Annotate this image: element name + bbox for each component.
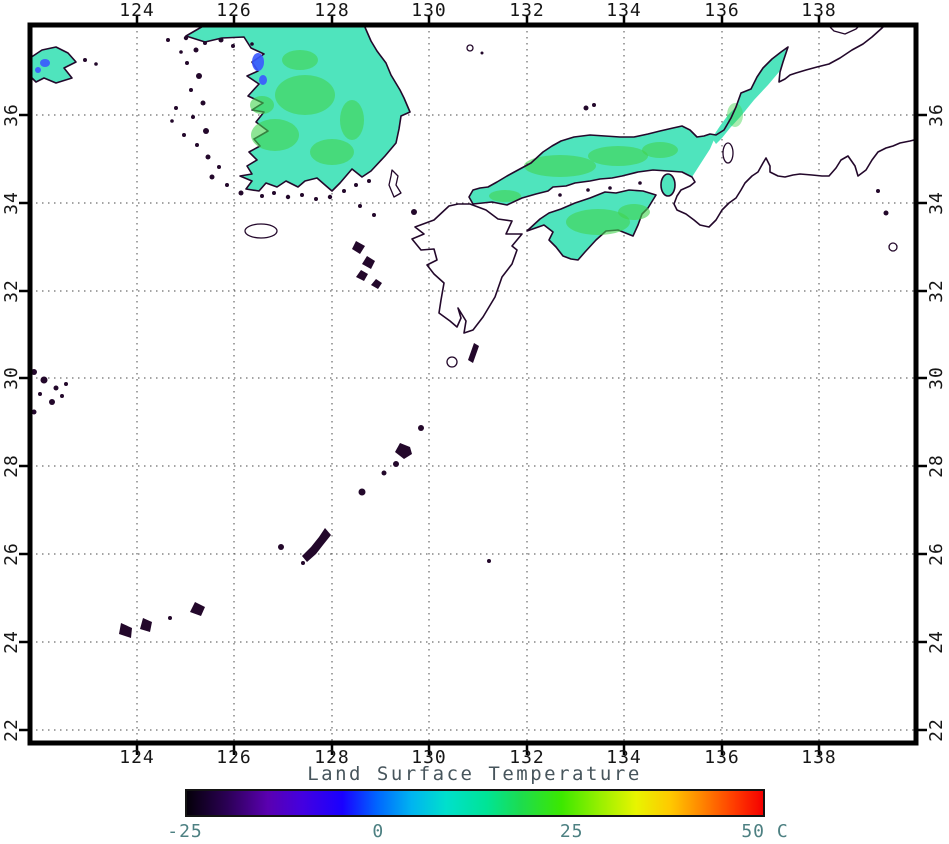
longitude-label-top: 124 bbox=[119, 0, 155, 21]
longitude-label-bottom: 128 bbox=[314, 747, 350, 768]
longitude-label-top: 138 bbox=[801, 0, 837, 21]
longitude-label-bottom: 126 bbox=[216, 747, 252, 768]
longitude-label-top: 130 bbox=[411, 0, 447, 21]
longitude-label-top: 134 bbox=[606, 0, 642, 21]
latitude-label-right: 28 bbox=[926, 454, 947, 478]
latitude-label-right: 34 bbox=[926, 191, 947, 215]
coastline-layer bbox=[244, 24, 919, 368]
longitude-label-top: 126 bbox=[216, 0, 252, 21]
latitude-label-left: 36 bbox=[1, 103, 22, 127]
colorbar-tick-label: -25 bbox=[167, 821, 203, 842]
longitude-label-bottom: 136 bbox=[704, 747, 740, 768]
colorbar-tick-label: 50 C bbox=[741, 821, 789, 842]
longitude-label-bottom: 134 bbox=[606, 747, 642, 768]
colorbar-tick-label: 25 bbox=[559, 821, 584, 842]
latitude-label-left: 34 bbox=[1, 191, 22, 215]
longitude-label-bottom: 130 bbox=[411, 747, 447, 768]
awaji-island-fill bbox=[660, 173, 676, 197]
sado-coastline bbox=[827, 24, 861, 35]
latitude-label-left: 24 bbox=[1, 630, 22, 654]
kyushu-coastline bbox=[411, 203, 523, 334]
latitude-label-right: 36 bbox=[926, 103, 947, 127]
longitude-label-top: 128 bbox=[314, 0, 350, 21]
longitude-label-bottom: 132 bbox=[509, 747, 545, 768]
hachijo-island-coastline bbox=[888, 242, 898, 252]
honshu-coastline bbox=[468, 24, 919, 228]
latitude-label-left: 26 bbox=[1, 542, 22, 566]
noto-data-swath-fill bbox=[712, 47, 788, 144]
axis-ticks bbox=[19, 15, 927, 755]
latitude-label-left: 28 bbox=[1, 454, 22, 478]
lake-biwa-outline bbox=[722, 142, 734, 164]
latitude-label-right: 24 bbox=[926, 630, 947, 654]
jeju-coastline bbox=[244, 223, 278, 239]
green-temperature-patches bbox=[250, 50, 743, 235]
ulleungdo-coastline bbox=[466, 44, 474, 52]
latitude-label-right: 22 bbox=[926, 718, 947, 742]
latitude-label-right: 32 bbox=[926, 279, 947, 303]
longitude-label-top: 132 bbox=[509, 0, 545, 21]
shandong-data-fill bbox=[29, 46, 77, 84]
blue-temperature-patches bbox=[35, 53, 267, 85]
tsushima-coastline bbox=[388, 169, 402, 198]
small-islands-layer bbox=[31, 35, 889, 638]
latitude-label-left: 32 bbox=[1, 279, 22, 303]
plot-frame bbox=[27, 22, 919, 746]
latitude-label-left: 30 bbox=[1, 366, 22, 390]
map-title: Land Surface Temperature bbox=[307, 763, 642, 785]
longitude-label-bottom: 124 bbox=[119, 747, 155, 768]
temperature-data-layer bbox=[29, 24, 788, 261]
colorbar-tick-label: 0 bbox=[372, 821, 385, 842]
yakushima-coastline bbox=[446, 356, 458, 368]
longitude-label-top: 136 bbox=[704, 0, 740, 21]
temperature-colorbar bbox=[185, 789, 765, 817]
graticule-grid bbox=[30, 25, 916, 743]
longitude-label-bottom: 138 bbox=[801, 747, 837, 768]
latitude-label-right: 26 bbox=[926, 542, 947, 566]
latitude-label-right: 30 bbox=[926, 366, 947, 390]
latitude-label-left: 22 bbox=[1, 718, 22, 742]
